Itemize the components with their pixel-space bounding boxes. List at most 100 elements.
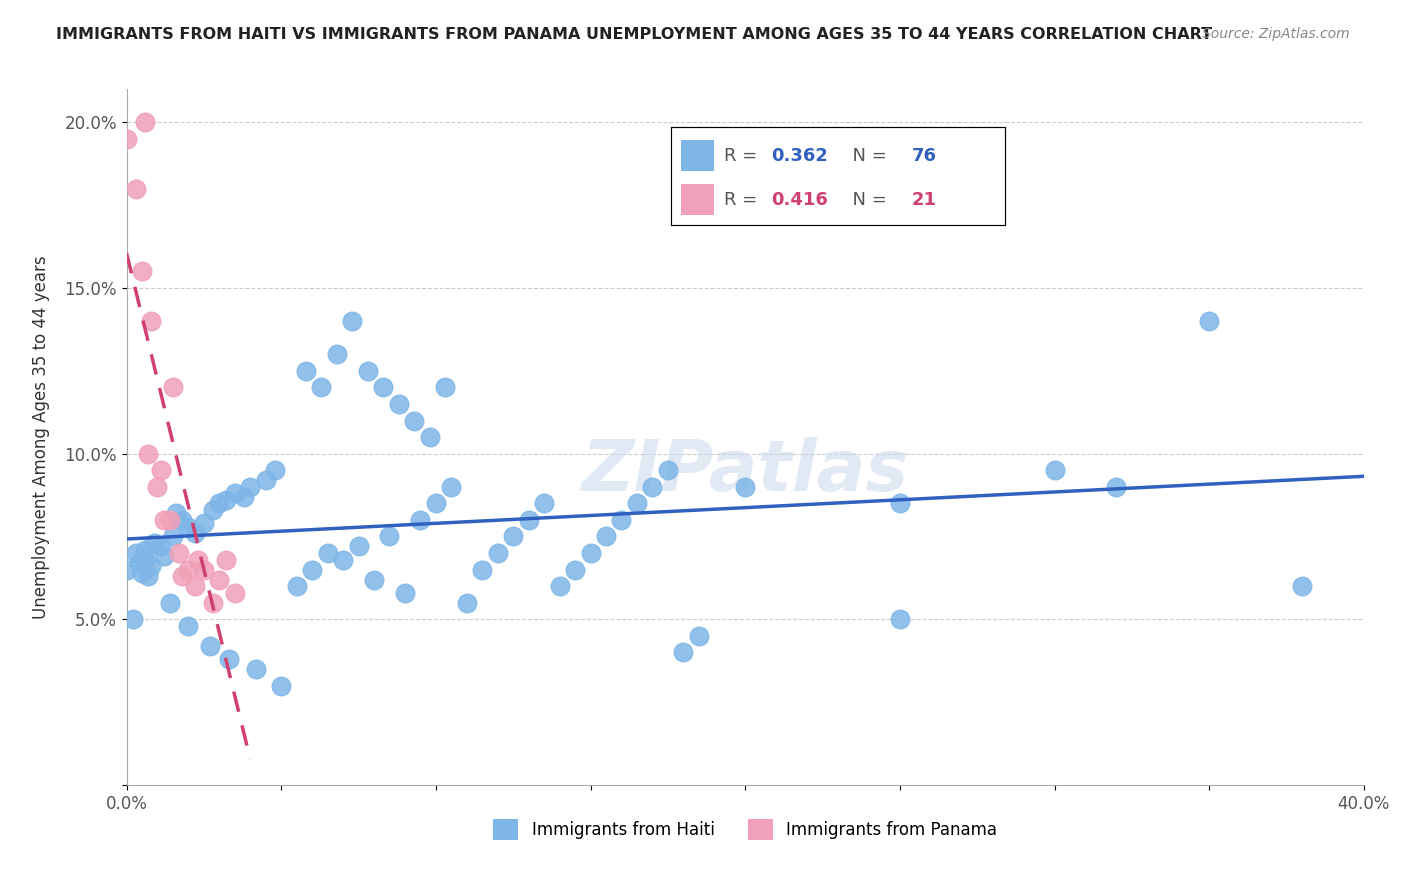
Point	[1043, 463, 1066, 477]
Point	[486, 546, 509, 560]
Point	[641, 480, 664, 494]
Point	[115, 132, 138, 146]
Point	[285, 579, 308, 593]
Point	[471, 563, 494, 577]
Point	[456, 596, 478, 610]
Point	[239, 480, 262, 494]
Point	[177, 619, 200, 633]
Point	[183, 579, 205, 593]
Point	[233, 490, 256, 504]
Point	[125, 546, 148, 560]
Point	[548, 579, 571, 593]
Point	[159, 513, 181, 527]
Point	[425, 496, 447, 510]
Point	[347, 540, 370, 554]
Point	[141, 559, 163, 574]
Point	[134, 552, 156, 566]
Point	[517, 513, 540, 527]
Point	[224, 486, 246, 500]
Text: IMMIGRANTS FROM HAITI VS IMMIGRANTS FROM PANAMA UNEMPLOYMENT AMONG AGES 35 TO 44: IMMIGRANTS FROM HAITI VS IMMIGRANTS FROM…	[56, 27, 1212, 42]
Point	[502, 529, 524, 543]
Point	[254, 473, 277, 487]
Point	[564, 563, 586, 577]
Point	[131, 566, 153, 580]
Point	[152, 549, 174, 564]
Point	[152, 513, 174, 527]
Point	[610, 513, 633, 527]
Point	[1105, 480, 1128, 494]
Point	[159, 596, 181, 610]
Point	[889, 612, 911, 626]
Point	[626, 496, 648, 510]
Point	[214, 552, 236, 566]
Point	[214, 493, 236, 508]
Point	[394, 586, 416, 600]
Point	[224, 586, 246, 600]
Point	[889, 496, 911, 510]
Point	[202, 596, 225, 610]
Point	[131, 264, 153, 278]
Point	[316, 546, 339, 560]
Point	[149, 463, 172, 477]
Point	[301, 563, 323, 577]
Point	[172, 513, 194, 527]
Point	[187, 552, 209, 566]
Point	[208, 573, 231, 587]
Point	[136, 569, 159, 583]
Point	[146, 480, 169, 494]
Point	[270, 679, 292, 693]
Point	[162, 380, 184, 394]
Text: Source: ZipAtlas.com: Source: ZipAtlas.com	[1202, 27, 1350, 41]
Point	[388, 397, 411, 411]
Point	[177, 519, 200, 533]
Point	[363, 573, 385, 587]
Point	[404, 413, 426, 427]
Y-axis label: Unemployment Among Ages 35 to 44 years: Unemployment Among Ages 35 to 44 years	[32, 255, 51, 619]
Point	[128, 556, 150, 570]
Point	[218, 652, 240, 666]
Point	[434, 380, 457, 394]
Point	[162, 529, 184, 543]
Legend: Immigrants from Haiti, Immigrants from Panama: Immigrants from Haiti, Immigrants from P…	[486, 813, 1004, 847]
Point	[193, 516, 215, 531]
Point	[409, 513, 432, 527]
Point	[734, 480, 756, 494]
Point	[378, 529, 401, 543]
Point	[167, 546, 190, 560]
Point	[672, 645, 695, 659]
Point	[373, 380, 395, 394]
Point	[115, 563, 138, 577]
Point	[440, 480, 463, 494]
Point	[193, 563, 215, 577]
Point	[141, 314, 163, 328]
Point	[657, 463, 679, 477]
Point	[136, 447, 159, 461]
Point	[332, 552, 354, 566]
Point	[125, 181, 148, 195]
Point	[342, 314, 364, 328]
Point	[1291, 579, 1313, 593]
Point	[165, 506, 187, 520]
Point	[579, 546, 602, 560]
Point	[688, 629, 710, 643]
Point	[357, 364, 380, 378]
Point	[202, 503, 225, 517]
Text: ZIPatlas: ZIPatlas	[582, 437, 908, 507]
Point	[264, 463, 287, 477]
Point	[326, 347, 349, 361]
Point	[177, 563, 200, 577]
Point	[172, 569, 194, 583]
Point	[121, 612, 143, 626]
Point	[245, 662, 267, 676]
Point	[533, 496, 555, 510]
Point	[149, 540, 172, 554]
Point	[311, 380, 333, 394]
Point	[295, 364, 318, 378]
Point	[134, 115, 156, 129]
Point	[208, 496, 231, 510]
Point	[134, 542, 156, 557]
Point	[143, 536, 166, 550]
Point	[183, 526, 205, 541]
Point	[419, 430, 441, 444]
Point	[1198, 314, 1220, 328]
